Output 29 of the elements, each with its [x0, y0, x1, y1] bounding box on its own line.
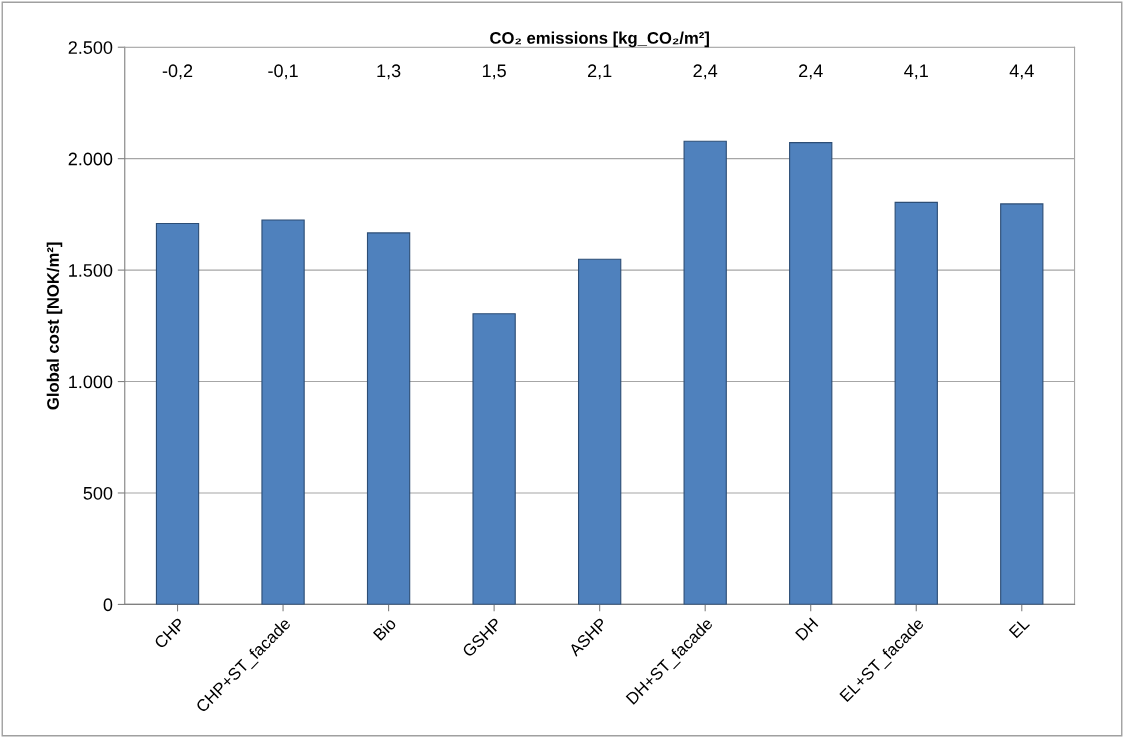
x-tick-label: DH [795, 617, 819, 641]
x-tick-label: EL [1008, 617, 1030, 639]
x-tick-label: Bio [372, 616, 397, 641]
annotation: -0,1 [268, 64, 298, 80]
annotation: 1,5 [482, 64, 506, 80]
bar [577, 258, 622, 605]
annotation: -0,2 [162, 64, 193, 80]
bar [683, 140, 727, 605]
annotation: 2,4 [799, 64, 823, 80]
y-axis-title: Global cost [NOK/m²] [46, 242, 63, 410]
annotation: 2,4 [693, 64, 718, 80]
annotation: 1,3 [377, 64, 401, 80]
bar [894, 201, 938, 605]
bar [366, 232, 411, 605]
bar [1000, 203, 1044, 605]
annotation: 4,1 [904, 64, 928, 80]
y-tick-label: 1.500 [69, 264, 113, 277]
annotation: 2,1 [588, 64, 612, 80]
y-tick-label: 1.000 [69, 375, 113, 389]
chart-title: CO₂ emissions [kg_CO₂/m²] [490, 31, 709, 48]
bar [472, 313, 516, 605]
y-tick-label: 500 [83, 486, 113, 500]
bar [261, 219, 305, 605]
annotation: 4,4 [1009, 64, 1034, 80]
bar [789, 142, 833, 605]
y-tick-label: 0 [103, 598, 113, 612]
bar [155, 222, 200, 605]
y-tick-label: 2.500 [68, 41, 113, 54]
y-tick-label: 2.000 [68, 152, 113, 166]
